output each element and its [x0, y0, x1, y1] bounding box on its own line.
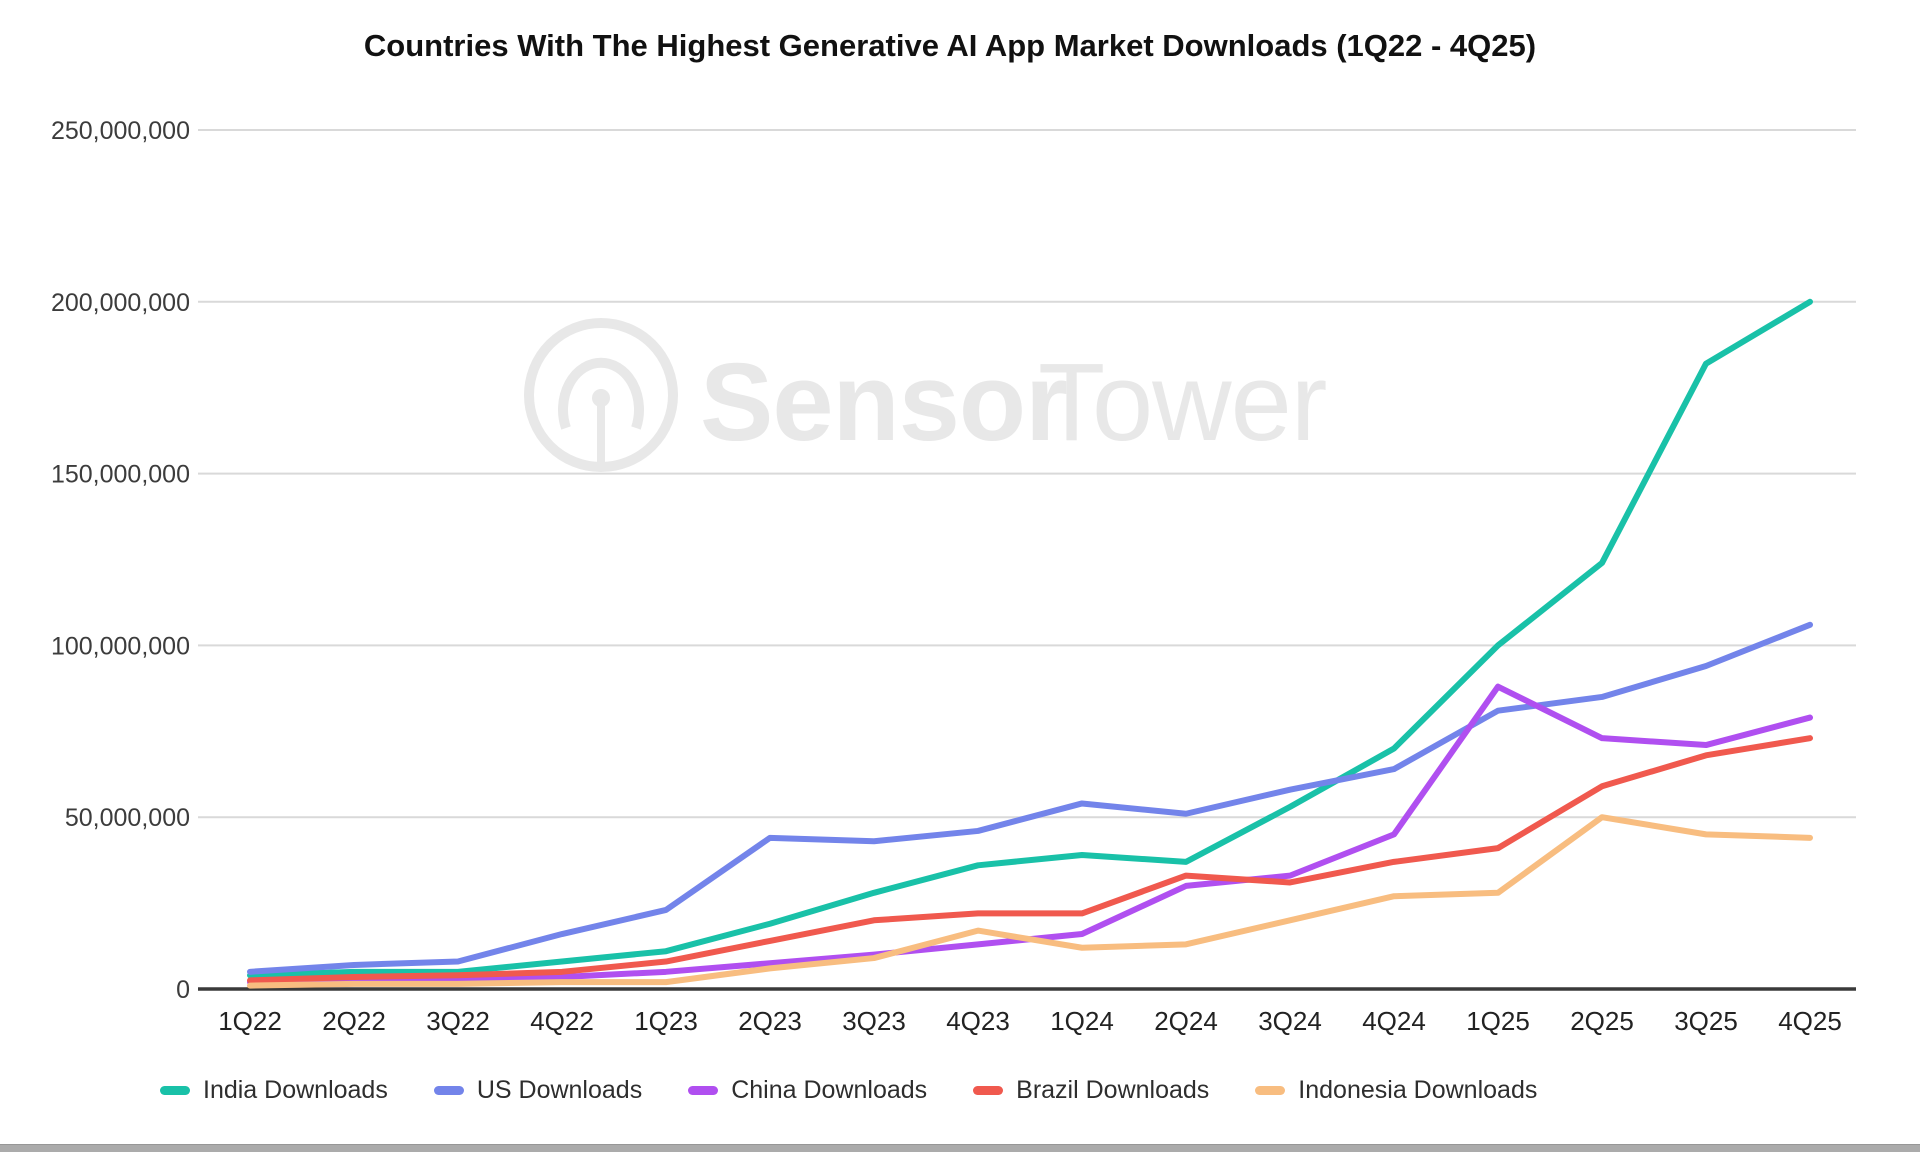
watermark-light-text: Tower — [1038, 341, 1326, 464]
legend-item-brazil-downloads: Brazil Downloads — [973, 1076, 1209, 1105]
chart-legend: India Downloads US Downloads China Downloa… — [160, 1076, 1537, 1105]
x-axis-labels: 1Q22 2Q22 3Q22 4Q22 1Q23 2Q23 3Q23 4Q23 1Q24 2Q24… — [218, 1006, 1842, 1036]
legend-swatch-icon — [1255, 1086, 1286, 1095]
legend-item-us-downloads: US Downloads — [433, 1076, 643, 1105]
x-tick-label: 1Q22 — [218, 1006, 282, 1036]
sensor-tower-logo-icon — [524, 318, 678, 472]
antenna-arch-icon — [558, 357, 644, 430]
x-tick-label: 1Q23 — [634, 1006, 698, 1036]
window-bottom-bar — [0, 1144, 1920, 1152]
legend-label: India Downloads — [203, 1076, 388, 1104]
series-line-brazil-downloads — [247, 735, 1813, 984]
line-chart: 0 50,000,000 100,000,000 150,000,000 200,000… — [51, 117, 1856, 1036]
x-tick-label: 2Q24 — [1154, 1006, 1218, 1036]
legend-label: Indonesia Downloads — [1298, 1076, 1538, 1104]
x-tick-label: 2Q22 — [322, 1006, 386, 1036]
legend-item-india-downloads: India Downloads — [160, 1076, 388, 1105]
x-tick-label: 3Q23 — [842, 1006, 906, 1036]
y-axis-labels: 0 50,000,000 100,000,000 150,000,000 200,000… — [51, 117, 190, 1004]
legend-label: US Downloads — [476, 1076, 643, 1104]
legend-label: China Downloads — [731, 1076, 928, 1104]
x-tick-label: 2Q23 — [738, 1006, 802, 1036]
series-line-us-downloads — [247, 621, 1813, 975]
x-tick-label: 1Q25 — [1466, 1006, 1530, 1036]
series-line-indonesia-downloads — [247, 814, 1813, 989]
gridlines — [198, 129, 1856, 819]
x-tick-label: 4Q23 — [946, 1006, 1010, 1036]
legend-swatch-icon — [688, 1086, 719, 1095]
watermark-bold-text: Sensor — [700, 341, 1067, 464]
legend-item-china-downloads: China Downloads — [688, 1076, 927, 1105]
y-tick-label: 150,000,000 — [51, 461, 190, 489]
antenna-dot-icon — [592, 389, 610, 407]
y-tick-label: 50,000,000 — [65, 804, 190, 832]
x-tick-label: 3Q25 — [1674, 1006, 1738, 1036]
y-tick-label: 200,000,000 — [51, 289, 190, 317]
legend-swatch-icon — [433, 1086, 464, 1095]
legend-label: Brazil Downloads — [1016, 1076, 1210, 1104]
x-tick-label: 3Q22 — [426, 1006, 490, 1036]
x-tick-label: 4Q25 — [1778, 1006, 1842, 1036]
x-tick-label: 1Q24 — [1050, 1006, 1114, 1036]
x-tick-label: 2Q25 — [1570, 1006, 1634, 1036]
series-line-india-downloads — [247, 298, 1813, 979]
y-tick-label: 250,000,000 — [51, 117, 190, 145]
x-tick-label: 4Q24 — [1362, 1006, 1426, 1036]
legend-swatch-icon — [160, 1086, 190, 1095]
legend-swatch-icon — [973, 1086, 1004, 1095]
legend-item-indonesia-downloads: Indonesia Downloads — [1255, 1076, 1537, 1105]
y-tick-label: 100,000,000 — [51, 632, 190, 660]
y-tick-label: 0 — [176, 976, 190, 1004]
x-tick-label: 3Q24 — [1258, 1006, 1322, 1036]
x-tick-label: 4Q22 — [530, 1006, 594, 1036]
chart-title: Countries With The Highest Generative AI… — [363, 28, 1537, 63]
